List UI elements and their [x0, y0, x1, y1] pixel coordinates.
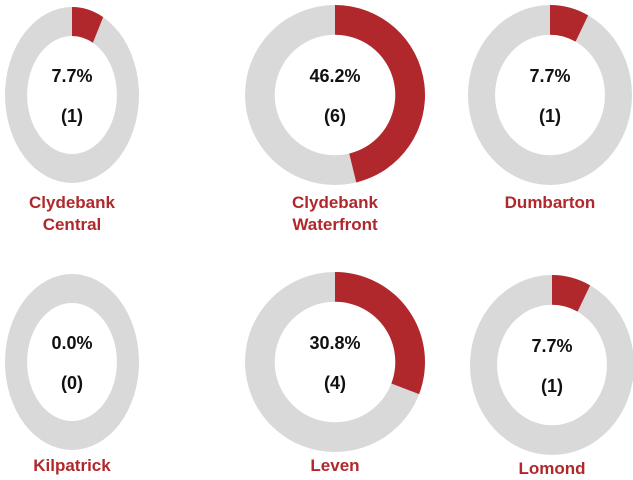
donut — [470, 275, 633, 455]
donut-title: Clydebank Central — [29, 193, 115, 234]
donut-segment — [552, 275, 591, 312]
count-label: (1) — [539, 106, 561, 126]
donut — [468, 5, 632, 185]
donut-segment — [550, 5, 589, 42]
count-label: (0) — [61, 373, 83, 393]
donut-segment — [335, 5, 425, 183]
count-label: (6) — [324, 106, 346, 126]
donut-track — [468, 5, 632, 185]
donut-title: Dumbarton — [504, 193, 596, 212]
donut-title: Leven — [310, 456, 360, 475]
value-label: 46.2% — [309, 66, 360, 86]
value-label: 7.7% — [529, 66, 570, 86]
donut-track — [5, 274, 139, 450]
value-label: 7.7% — [531, 336, 572, 356]
donut-track — [5, 7, 139, 183]
donut — [5, 7, 139, 183]
donut — [5, 274, 139, 450]
donut-title: Kilpatrick — [33, 456, 111, 475]
donut-track — [470, 275, 633, 455]
value-label: 7.7% — [51, 66, 92, 86]
donut — [245, 272, 425, 452]
donut — [245, 5, 425, 185]
donut-title: Lomond — [518, 459, 586, 478]
donut-segment — [72, 7, 104, 43]
donut-segment — [335, 272, 425, 395]
value-label: 30.8% — [309, 333, 360, 353]
value-label: 0.0% — [51, 333, 92, 353]
count-label: (4) — [324, 373, 346, 393]
count-label: (1) — [61, 106, 83, 126]
donut-title: Clydebank Waterfront — [292, 193, 378, 234]
count-label: (1) — [541, 376, 563, 396]
